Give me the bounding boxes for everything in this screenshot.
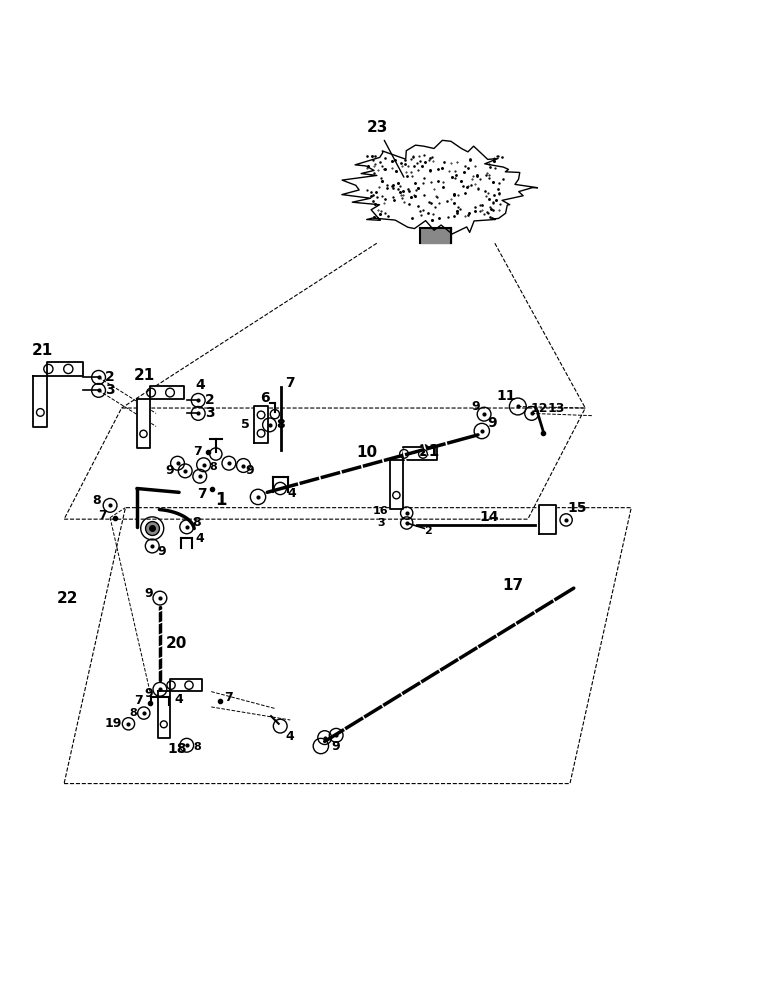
Text: 7: 7	[193, 445, 201, 458]
Text: 8: 8	[276, 418, 285, 431]
Text: 9: 9	[157, 545, 166, 558]
Text: 9: 9	[487, 416, 496, 430]
Text: 18: 18	[167, 742, 187, 756]
Text: 13: 13	[547, 402, 565, 415]
Polygon shape	[33, 362, 83, 427]
Text: 9: 9	[245, 464, 254, 477]
Text: 7: 7	[286, 376, 295, 390]
Text: 7: 7	[197, 487, 207, 501]
Text: 9: 9	[472, 400, 480, 413]
Text: 4: 4	[195, 532, 204, 545]
Text: 9: 9	[144, 687, 153, 700]
Polygon shape	[342, 140, 537, 234]
Text: 4: 4	[287, 487, 296, 500]
Text: 11: 11	[496, 389, 516, 403]
Text: 8: 8	[192, 516, 201, 529]
Text: 2: 2	[105, 370, 115, 384]
Polygon shape	[137, 386, 185, 448]
Text: 19: 19	[104, 717, 122, 730]
Text: 21: 21	[134, 368, 155, 383]
Polygon shape	[254, 406, 268, 443]
Text: 12: 12	[530, 402, 548, 415]
Text: 23: 23	[367, 120, 404, 177]
Text: 6: 6	[260, 391, 269, 405]
Text: 16: 16	[373, 506, 388, 516]
Text: 8: 8	[194, 742, 201, 752]
Text: 20: 20	[166, 636, 188, 651]
Polygon shape	[421, 228, 451, 243]
Text: 8: 8	[210, 462, 218, 472]
Text: 1: 1	[215, 491, 227, 509]
Text: 21: 21	[32, 343, 53, 358]
Text: 22: 22	[57, 591, 79, 606]
Text: 4: 4	[174, 693, 184, 706]
Text: 3: 3	[105, 383, 115, 397]
Text: 2: 2	[425, 526, 432, 536]
Text: 9: 9	[144, 587, 153, 600]
Text: 7: 7	[224, 691, 232, 704]
Text: 10: 10	[356, 445, 378, 460]
Text: 17: 17	[502, 578, 523, 593]
Text: 8: 8	[129, 708, 137, 718]
Polygon shape	[157, 679, 202, 738]
Text: 7: 7	[134, 694, 143, 707]
Text: 4: 4	[286, 730, 295, 743]
Text: 4: 4	[195, 378, 205, 392]
Text: 14: 14	[479, 510, 499, 524]
Text: 3: 3	[377, 518, 384, 528]
Text: 15: 15	[568, 501, 587, 515]
Text: 5: 5	[241, 418, 249, 431]
Text: 8: 8	[93, 493, 101, 506]
Text: 9: 9	[165, 464, 174, 477]
Polygon shape	[540, 505, 556, 534]
Polygon shape	[390, 447, 437, 509]
Text: 21: 21	[419, 444, 440, 459]
Text: 7: 7	[98, 509, 107, 522]
Text: 3: 3	[205, 406, 215, 420]
Text: 9: 9	[332, 740, 340, 753]
Text: 2: 2	[205, 393, 215, 407]
